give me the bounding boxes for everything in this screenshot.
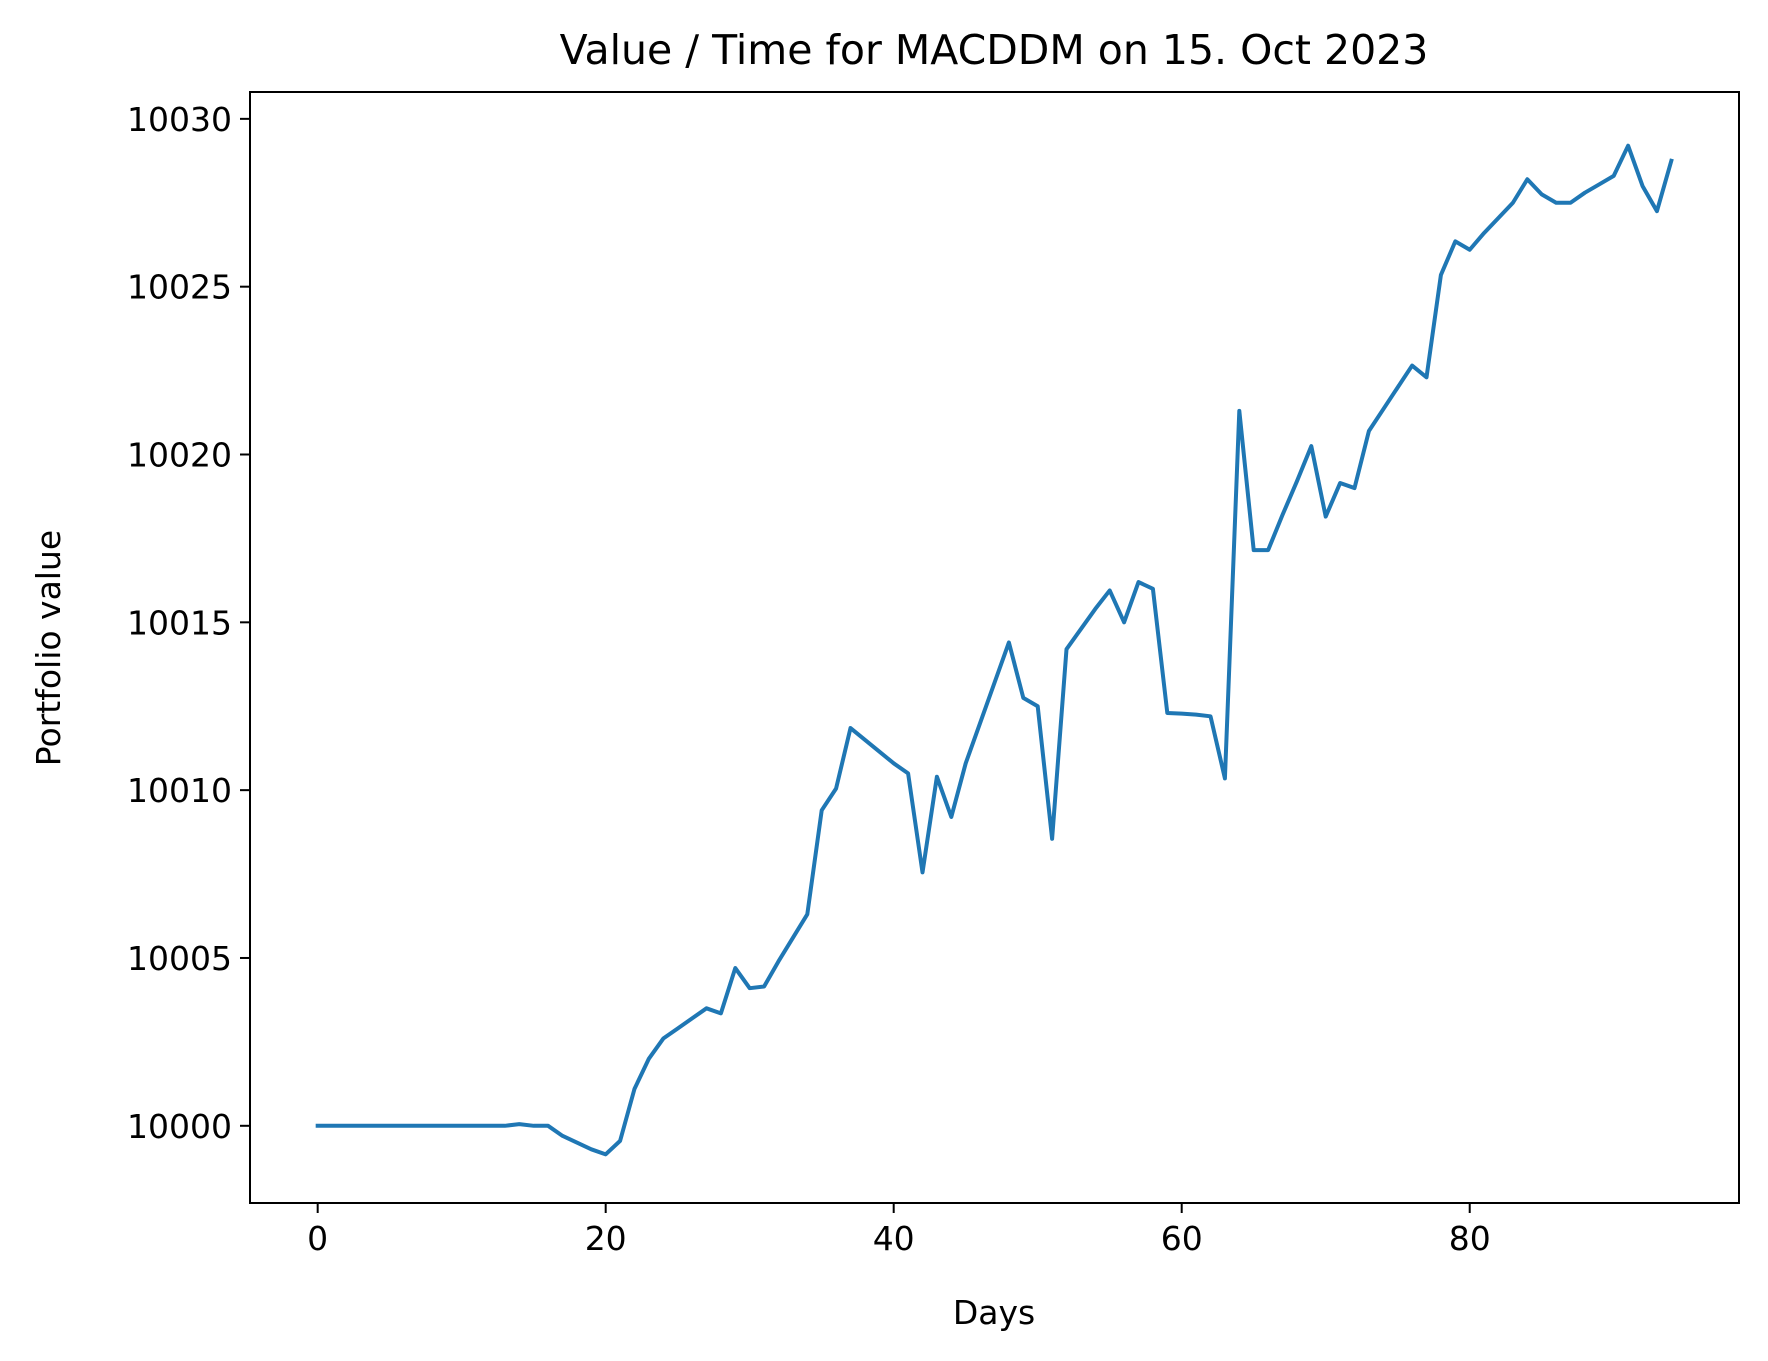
series-line (315, 143, 1674, 1157)
y-axis-ticks: 10000 10005 10010 10015 10020 10025 10030 (127, 100, 250, 1146)
x-tick-label: 0 (307, 1219, 328, 1258)
x-axis-label: Days (953, 1293, 1035, 1332)
x-tick-label: 80 (1449, 1219, 1491, 1258)
x-axis-ticks: 0 20 40 60 80 (307, 1203, 1491, 1258)
chart-title: Value / Time for MACDDM on 15. Oct 2023 (560, 26, 1429, 74)
y-tick-label: 10015 (127, 603, 232, 642)
x-tick-label: 20 (585, 1219, 627, 1258)
y-tick-label: 10020 (127, 436, 232, 475)
y-tick-label: 10010 (127, 771, 232, 810)
y-tick-label: 10030 (127, 100, 232, 139)
y-tick-label: 10000 (127, 1107, 232, 1146)
x-tick-label: 40 (873, 1219, 915, 1258)
y-axis-label: Portfolio value (29, 530, 68, 766)
axes-frame (249, 91, 1740, 1204)
x-tick-label: 60 (1161, 1219, 1203, 1258)
y-tick-label: 10025 (127, 268, 232, 307)
plot-area: 0 20 40 60 80 10000 10005 10010 10015 10020 10025… (127, 91, 1740, 1258)
y-tick-label: 10005 (127, 939, 232, 978)
